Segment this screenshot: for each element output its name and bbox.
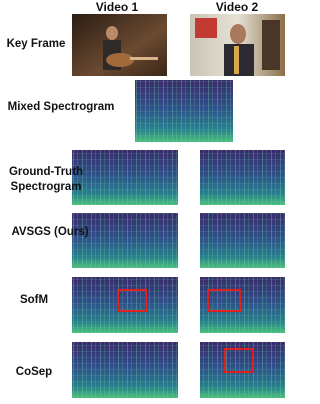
highlight-boxes [117,289,254,373]
row-label: Mixed Spectrogram [7,101,115,113]
figure: Video 1 Video 2 Key Frame Mixed Spectrog… [6,0,285,398]
column-header: Video 1 [95,0,139,14]
key-frame-2 [190,14,285,76]
row-label: AVSGS (Ours) [11,226,89,238]
column-header: Video 2 [215,0,259,14]
row-label: CoSep [15,366,53,378]
row-label: Ground-Truth Spectrogram [8,166,84,193]
key-frame-1 [72,14,167,76]
figure-graphics [72,14,285,398]
row-label: Key Frame [6,38,66,50]
spectrograms [72,80,285,398]
row-label: SofM [19,294,49,306]
